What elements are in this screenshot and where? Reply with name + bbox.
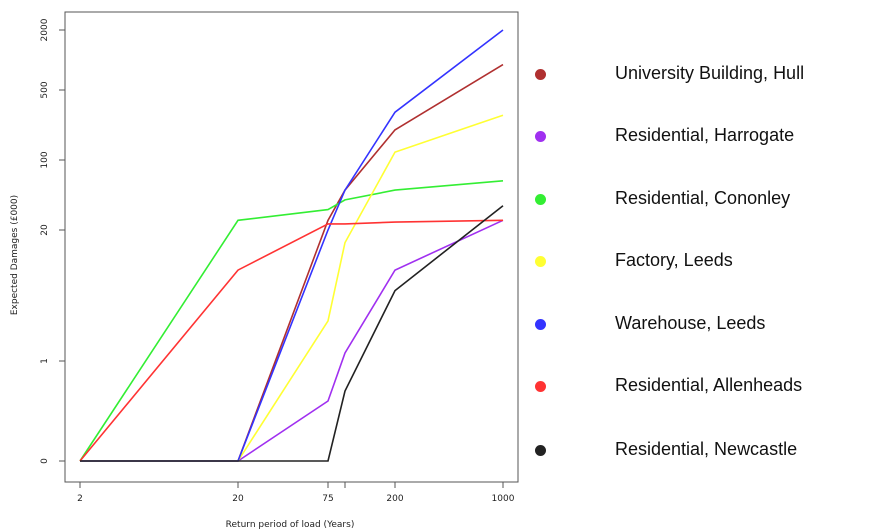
series-line-1 xyxy=(80,63,504,462)
x-tick-label: 1000 xyxy=(492,494,515,504)
legend-item: Residential, Harrogate xyxy=(520,122,888,152)
legend-marker xyxy=(535,69,546,80)
series-line-4 xyxy=(80,114,504,462)
y-tick-label: 100 xyxy=(40,151,50,168)
y-tick-label: 1 xyxy=(40,358,50,364)
legend-marker xyxy=(535,256,546,267)
x-tick-label: 20 xyxy=(232,494,244,504)
legend-label: University Building, Hull xyxy=(615,63,805,83)
legend-item: Warehouse, Leeds xyxy=(520,310,888,340)
legend-item: Factory, Leeds xyxy=(520,247,888,277)
series-lines xyxy=(79,29,504,462)
legend-label: Warehouse, Leeds xyxy=(615,313,766,333)
legend-marker xyxy=(535,445,546,456)
y-axis-ticks: 0 1 20 100 500 2000 xyxy=(40,18,65,464)
y-tick-label: 500 xyxy=(40,81,50,98)
legend-label: Residential, Newcastle xyxy=(615,439,798,459)
y-axis-title: Expected Damages (£000) xyxy=(10,195,20,315)
x-tick-label: 2 xyxy=(77,494,83,504)
x-tick-label: 75 xyxy=(322,494,333,504)
series-line-5 xyxy=(80,29,504,462)
y-tick-label: 20 xyxy=(40,224,50,236)
legend-marker xyxy=(535,381,546,392)
y-tick-label: 2000 xyxy=(40,18,50,41)
legend-label: Residential, Cononley xyxy=(615,188,791,208)
plot-area-frame xyxy=(64,11,519,483)
x-axis-title: Return period of load (Years) xyxy=(226,520,355,530)
series-line-7 xyxy=(80,205,504,462)
legend-item: University Building, Hull xyxy=(520,60,888,90)
legend-label: Residential, Harrogate xyxy=(615,125,795,145)
legend-marker xyxy=(535,131,546,142)
series-line-3 xyxy=(79,180,504,462)
x-tick-label: 200 xyxy=(386,494,403,504)
series-line-6 xyxy=(79,219,504,462)
y-tick-label: 0 xyxy=(40,458,50,464)
legend-item: Residential, Cononley xyxy=(520,185,888,215)
legend-item: Residential, Allenheads xyxy=(520,372,888,402)
legend-item: Residential, Newcastle xyxy=(520,436,888,466)
legend-label: Factory, Leeds xyxy=(615,250,733,270)
legend-label: Residential, Allenheads xyxy=(615,375,803,395)
legend-marker xyxy=(535,194,546,205)
x-axis-ticks: 2 20 75 200 1000 xyxy=(77,482,515,504)
legend-marker xyxy=(535,319,546,330)
